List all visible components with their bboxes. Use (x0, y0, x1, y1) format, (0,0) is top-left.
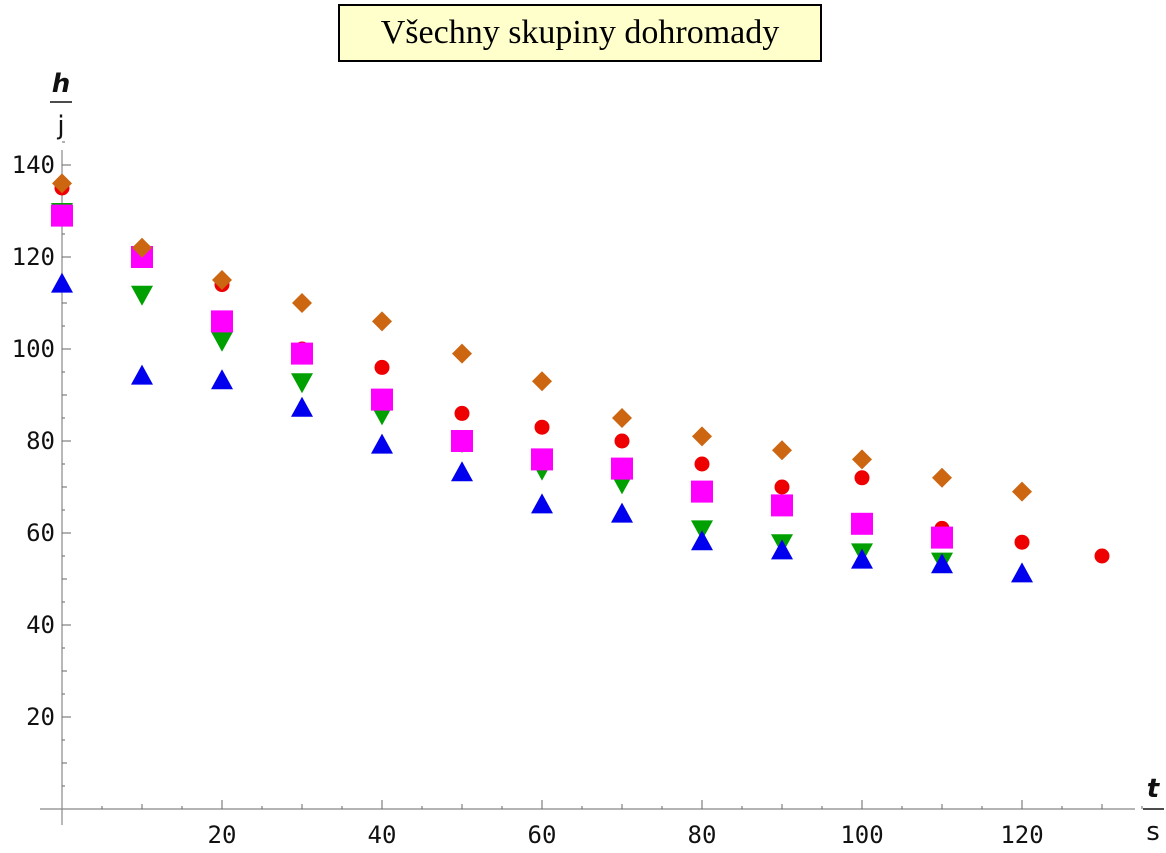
data-point-diamond (132, 237, 152, 258)
y-tick-label: 80 (26, 427, 55, 455)
y-tick-label: 40 (26, 611, 55, 639)
data-point-diamond (1012, 481, 1032, 502)
data-point-square (691, 480, 713, 503)
data-point-diamond (932, 467, 952, 488)
data-point-triangle-up (691, 530, 713, 551)
x-unit-denominator: s (1146, 817, 1160, 847)
y-unit-numerator: h (52, 69, 71, 99)
data-point-square (291, 342, 313, 365)
data-point-square (771, 494, 793, 517)
data-point-triangle-down (291, 373, 313, 394)
data-point-square (211, 310, 233, 333)
data-point-diamond (212, 270, 232, 290)
x-tick-label: 60 (528, 821, 557, 849)
data-point-square (611, 457, 633, 480)
y-tick-label: 100 (12, 335, 55, 363)
data-point-triangle-up (931, 553, 953, 574)
data-point-triangle-up (51, 272, 73, 293)
y-tick-label: 140 (12, 151, 55, 179)
data-point-diamond (692, 426, 712, 447)
data-point-triangle-down (131, 285, 153, 306)
series-circle (54, 180, 1110, 564)
data-point-triangle-up (131, 364, 153, 385)
data-point-triangle-up (211, 369, 233, 390)
data-point-diamond (52, 173, 72, 194)
x-tick-label: 80 (688, 821, 717, 849)
axes (40, 150, 1135, 825)
data-point-diamond (532, 371, 552, 392)
axis-ticks: 20 40 60 80 100 120 20 40 60 80 100 120 140 (12, 141, 1143, 849)
data-point-triangle-up (451, 461, 473, 482)
data-point-diamond (772, 440, 792, 461)
data-point-circle (854, 470, 870, 486)
data-point-circle (1094, 548, 1110, 564)
data-point-circle (694, 456, 710, 472)
series-triangle-up (51, 272, 1033, 583)
data-point-diamond (292, 293, 312, 313)
x-tick-label: 20 (208, 821, 237, 849)
data-point-square (371, 388, 393, 411)
series-triangle-down (51, 203, 953, 573)
x-tick-label: 100 (840, 821, 883, 849)
data-point-triangle-up (531, 493, 553, 514)
data-point-circle (454, 405, 470, 421)
series-square (51, 204, 953, 549)
y-tick-label: 60 (26, 519, 55, 547)
data-point-circle (374, 359, 390, 375)
data-point-circle (614, 433, 630, 449)
data-point-triangle-up (371, 433, 393, 454)
data-point-square (931, 526, 953, 549)
data-point-circle (1014, 534, 1030, 550)
data-point-square (531, 448, 553, 471)
data-point-square (451, 430, 473, 452)
data-point-triangle-up (1011, 562, 1033, 583)
data-point-triangle-up (291, 396, 313, 417)
data-point-square (851, 512, 873, 535)
data-point-circle (774, 479, 790, 495)
data-point-triangle-up (851, 548, 873, 569)
data-point-square (51, 204, 73, 227)
y-tick-label: 120 (12, 243, 55, 271)
data-point-circle (534, 419, 550, 435)
x-tick-label: 40 (368, 821, 397, 849)
y-tick-label: 20 (26, 703, 55, 731)
data-point-diamond (612, 408, 632, 428)
y-unit-denominator: j (56, 111, 64, 141)
series-diamond (52, 173, 1032, 502)
data-point-diamond (372, 311, 392, 332)
data-point-triangle-up (611, 502, 633, 523)
axis-labels: hj ts (50, 69, 1164, 847)
data-point-diamond (852, 449, 872, 470)
data-point-triangle-down (211, 331, 233, 352)
data-points (51, 173, 1110, 583)
x-tick-label: 120 (1000, 821, 1043, 849)
data-point-diamond (452, 343, 472, 364)
chart-title: Všechny skupiny dohromady (338, 4, 822, 62)
x-unit-numerator: t (1147, 774, 1161, 804)
data-point-triangle-up (771, 539, 793, 560)
